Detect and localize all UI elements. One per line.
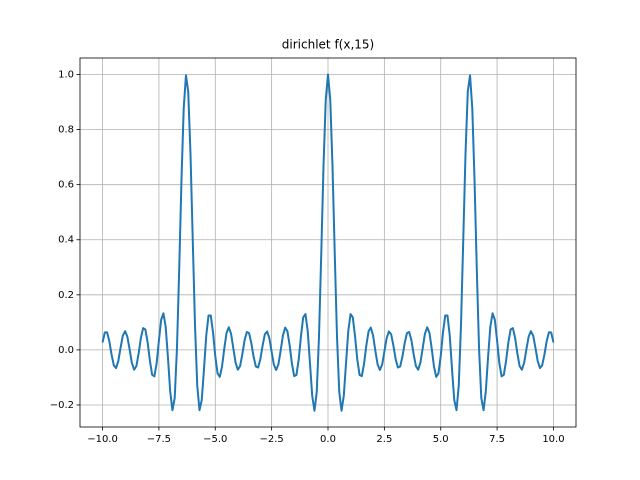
x-tick-label: 10.0 xyxy=(542,434,564,445)
y-tick-label: 0.4 xyxy=(58,235,74,246)
y-tick-label: 0.0 xyxy=(58,345,74,356)
x-tick-label: −10.0 xyxy=(87,434,118,445)
y-tick-label: 0.2 xyxy=(58,290,74,301)
x-tick-label: −5.0 xyxy=(203,434,227,445)
x-tick-label: 7.5 xyxy=(489,434,505,445)
x-tick-label: 5.0 xyxy=(433,434,449,445)
chart-title: dirichlet f(x,15) xyxy=(282,38,374,52)
x-tick-label: −2.5 xyxy=(259,434,283,445)
y-tick-label: 1.0 xyxy=(58,70,74,81)
x-tick-label: 2.5 xyxy=(376,434,392,445)
x-tick-label: −7.5 xyxy=(147,434,171,445)
axes-frame xyxy=(79,57,577,428)
y-tick-label: −0.2 xyxy=(50,400,74,411)
x-tick-label: 0.0 xyxy=(320,434,336,445)
y-tick-label: 0.6 xyxy=(58,180,74,191)
y-tick-label: 0.8 xyxy=(58,125,74,136)
data-line xyxy=(101,73,555,412)
